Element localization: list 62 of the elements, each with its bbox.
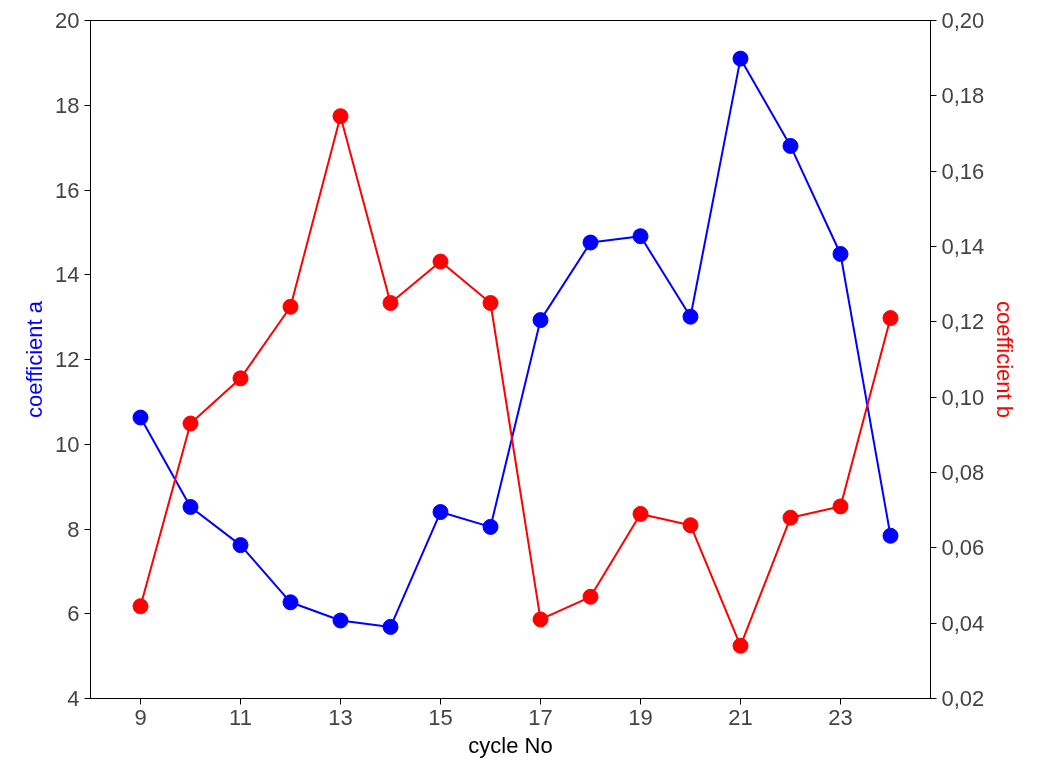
y-tick-label: 8 bbox=[67, 516, 80, 542]
y2-tick-label: 0,14 bbox=[941, 234, 985, 259]
y2-tick-label: 0,04 bbox=[941, 610, 985, 636]
point bbox=[882, 527, 899, 544]
y2-tick-label: 0,12 bbox=[941, 309, 985, 335]
point bbox=[732, 637, 749, 654]
y2-tick-label: 0,08 bbox=[941, 460, 985, 485]
y2-tick-label: 0,10 bbox=[941, 384, 985, 410]
point bbox=[782, 509, 799, 526]
y-tick-label: 14 bbox=[55, 262, 80, 288]
point bbox=[282, 594, 299, 611]
point bbox=[132, 409, 149, 426]
x-tick-label: 17 bbox=[528, 704, 553, 730]
y2-tick-label: 0,20 bbox=[941, 8, 985, 33]
point bbox=[432, 504, 449, 521]
y-tick-label: 10 bbox=[55, 431, 80, 457]
point bbox=[132, 598, 149, 615]
x-tick-label: 13 bbox=[328, 704, 353, 730]
y2-tick-label: 0,18 bbox=[941, 83, 985, 109]
y-tick-label: 12 bbox=[55, 347, 80, 372]
point bbox=[232, 537, 249, 554]
x-tick-label: 9 bbox=[134, 704, 147, 730]
point bbox=[782, 137, 799, 154]
point bbox=[582, 588, 599, 605]
point bbox=[732, 50, 749, 67]
x-tick-label: 15 bbox=[428, 704, 453, 730]
point bbox=[682, 308, 699, 325]
point bbox=[182, 415, 199, 432]
y2-tick-label: 0,02 bbox=[941, 686, 985, 711]
x-tick-label: 21 bbox=[728, 704, 753, 730]
y-tick-label: 20 bbox=[55, 8, 80, 33]
x-tick-label: 19 bbox=[628, 704, 653, 730]
point bbox=[432, 253, 449, 270]
y-axis-title: coefficient a bbox=[22, 300, 48, 418]
point bbox=[482, 295, 499, 311]
point bbox=[532, 312, 549, 329]
point bbox=[482, 518, 499, 535]
x-tick-label: 11 bbox=[229, 704, 252, 730]
point bbox=[182, 498, 199, 515]
y-tick-label: 4 bbox=[67, 686, 80, 711]
x-axis-title: cycle No bbox=[468, 732, 553, 758]
y2-tick-label: 0,06 bbox=[941, 535, 985, 561]
point bbox=[382, 295, 399, 311]
point bbox=[832, 246, 849, 262]
y-tick-label: 18 bbox=[55, 92, 80, 118]
point bbox=[632, 228, 649, 245]
y2-axis-title: coefficient b bbox=[992, 301, 1018, 419]
point bbox=[282, 298, 299, 315]
x-tick-label: 23 bbox=[828, 704, 853, 730]
point bbox=[632, 505, 649, 522]
y-tick-label: 6 bbox=[67, 601, 80, 627]
point bbox=[682, 517, 699, 534]
point bbox=[532, 611, 549, 628]
point bbox=[332, 612, 349, 629]
point bbox=[332, 108, 349, 125]
y-tick-label: 16 bbox=[55, 177, 80, 203]
point bbox=[382, 618, 399, 635]
point bbox=[882, 310, 899, 327]
y2-tick-label: 0,16 bbox=[941, 158, 985, 184]
point bbox=[582, 234, 599, 251]
point bbox=[232, 370, 249, 387]
point bbox=[832, 498, 849, 515]
